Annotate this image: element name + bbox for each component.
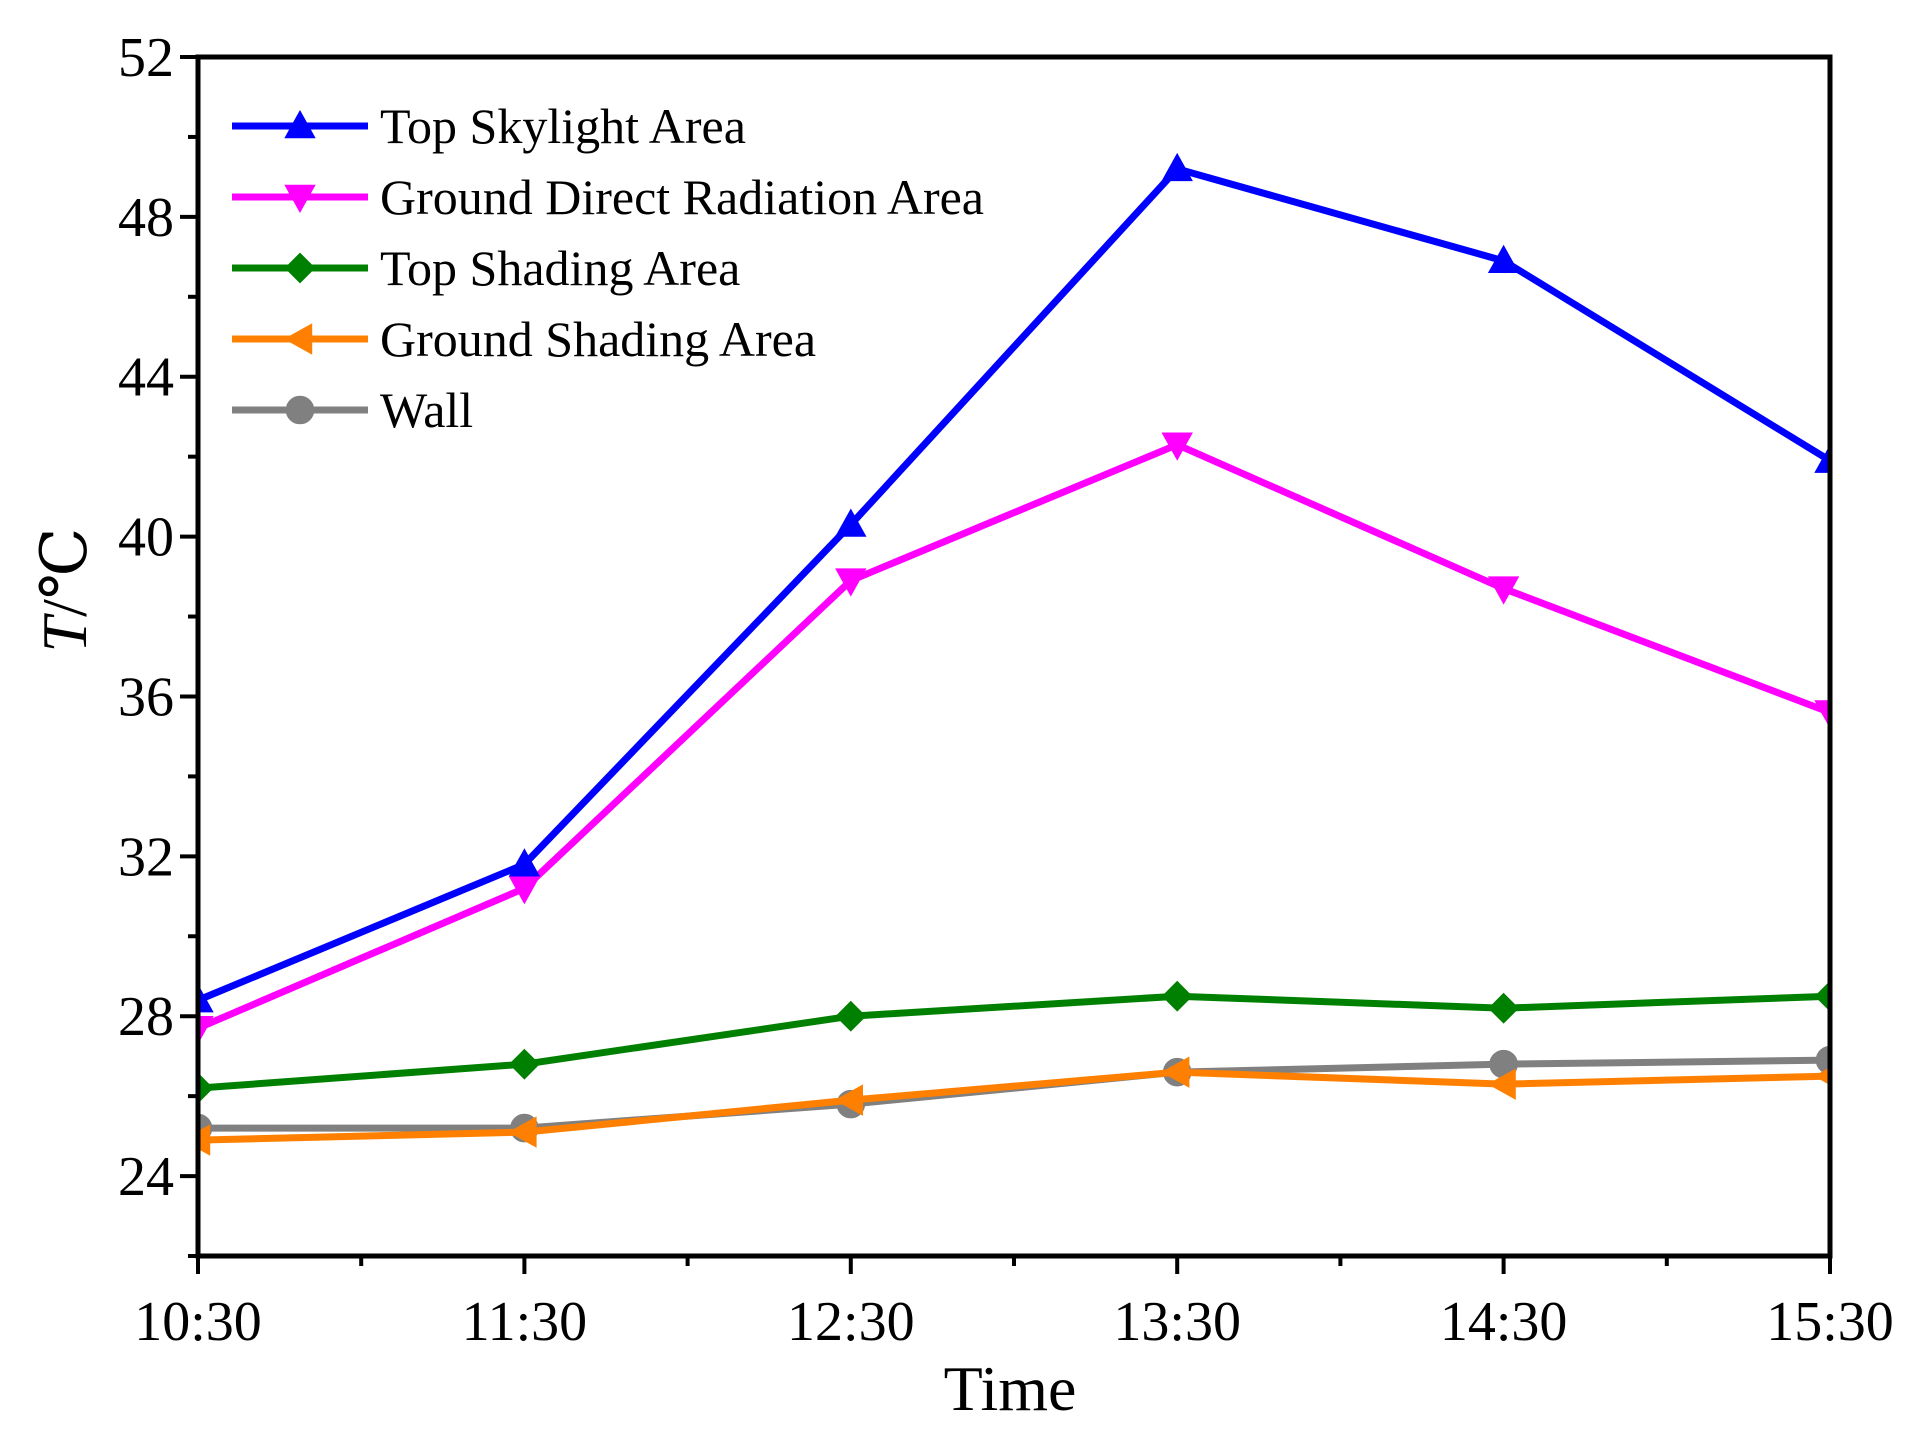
legend-marker — [284, 252, 316, 284]
legend-entry: Ground Direct Radiation Area — [232, 169, 984, 225]
legend-entry: Ground Shading Area — [232, 311, 816, 367]
y-axis-title: T/℃ — [29, 528, 100, 653]
x-tick-label: 12:30 — [787, 1291, 915, 1353]
y-axis-title-variable: T — [29, 612, 100, 652]
data-point — [1488, 992, 1520, 1024]
series-line — [198, 441, 1830, 1032]
data-point — [198, 1124, 211, 1156]
axes: 24 28 32 36 40 44 48 52 10:30 11:30 12:30 13:30 14:3… — [118, 27, 1894, 1353]
data-point — [198, 1015, 214, 1045]
series-line — [198, 1068, 1830, 1144]
series-top-skylight-area — [198, 152, 1830, 1013]
data-point — [1814, 444, 1830, 473]
legend-marker — [285, 395, 315, 425]
legend-label: Ground Direct Radiation Area — [380, 169, 984, 225]
plot-frame — [195, 54, 1833, 1259]
data-point — [508, 1116, 537, 1148]
legend-label: Ground Shading Area — [380, 311, 816, 367]
x-axis-title: Time — [944, 1353, 1077, 1424]
x-tick-label: 10:30 — [134, 1291, 262, 1353]
data-point — [1161, 152, 1193, 182]
y-tick-label: 24 — [118, 1146, 174, 1208]
data-point — [835, 508, 867, 537]
data-point — [1161, 980, 1193, 1012]
legend-label: Top Skylight Area — [380, 98, 746, 154]
x-tick-label: 11:30 — [462, 1291, 587, 1353]
data-point — [1161, 432, 1193, 461]
data-point — [835, 1000, 867, 1032]
x-tick-label: 15:30 — [1766, 1291, 1894, 1353]
y-tick-label: 36 — [118, 666, 174, 728]
data-point — [1814, 980, 1830, 1012]
legend-marker — [283, 323, 313, 355]
legend-marker — [284, 184, 316, 214]
series-line — [198, 165, 1830, 1004]
series-ground-direct-radiation-area — [198, 432, 1830, 1045]
y-tick-label: 28 — [118, 986, 174, 1048]
data-point — [198, 1072, 214, 1104]
x-tick-label: 14:30 — [1440, 1291, 1568, 1353]
y-axis-title-unit: /℃ — [29, 528, 100, 617]
y-tick-label: 52 — [118, 27, 174, 89]
y-tick-label: 44 — [118, 347, 174, 409]
y-tick-label: 32 — [118, 826, 174, 888]
legend-entry: Wall — [232, 382, 473, 438]
series-layer — [198, 152, 1830, 1156]
data-point — [508, 876, 541, 905]
data-point — [508, 848, 541, 877]
series-top-shading-area — [198, 980, 1830, 1104]
legend-label: Wall — [380, 382, 473, 438]
legend: Top Skylight Area Ground Direct Radiation… — [232, 98, 984, 438]
legend-marker — [284, 109, 316, 139]
data-point — [1487, 244, 1520, 274]
data-point — [835, 568, 867, 597]
legend-entry: Top Skylight Area — [232, 98, 746, 154]
x-tick-label: 13:30 — [1113, 1291, 1241, 1353]
y-tick-label: 48 — [118, 187, 174, 249]
plot-area — [198, 57, 1830, 1256]
data-point — [1161, 1056, 1190, 1088]
data-point — [1487, 1068, 1516, 1100]
legend-entry: Top Shading Area — [232, 240, 740, 296]
data-point — [834, 1084, 863, 1116]
plot-background — [198, 57, 1830, 1256]
series-line — [198, 992, 1830, 1092]
data-point — [1814, 700, 1830, 729]
data-point — [508, 1048, 540, 1080]
y-tick-label: 40 — [118, 507, 174, 569]
data-point — [1487, 576, 1520, 605]
data-point — [198, 984, 214, 1013]
series-ground-shading-area — [198, 1056, 1830, 1156]
legend-label: Top Shading Area — [380, 240, 740, 296]
